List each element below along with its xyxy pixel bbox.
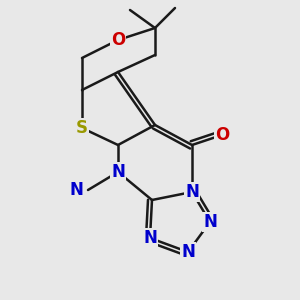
Text: N: N bbox=[181, 243, 195, 261]
Text: N: N bbox=[111, 163, 125, 181]
Text: N: N bbox=[69, 181, 83, 199]
Text: O: O bbox=[215, 126, 229, 144]
Text: N: N bbox=[203, 213, 217, 231]
Text: N: N bbox=[143, 229, 157, 247]
Text: S: S bbox=[76, 119, 88, 137]
Text: N: N bbox=[185, 183, 199, 201]
Text: O: O bbox=[111, 31, 125, 49]
